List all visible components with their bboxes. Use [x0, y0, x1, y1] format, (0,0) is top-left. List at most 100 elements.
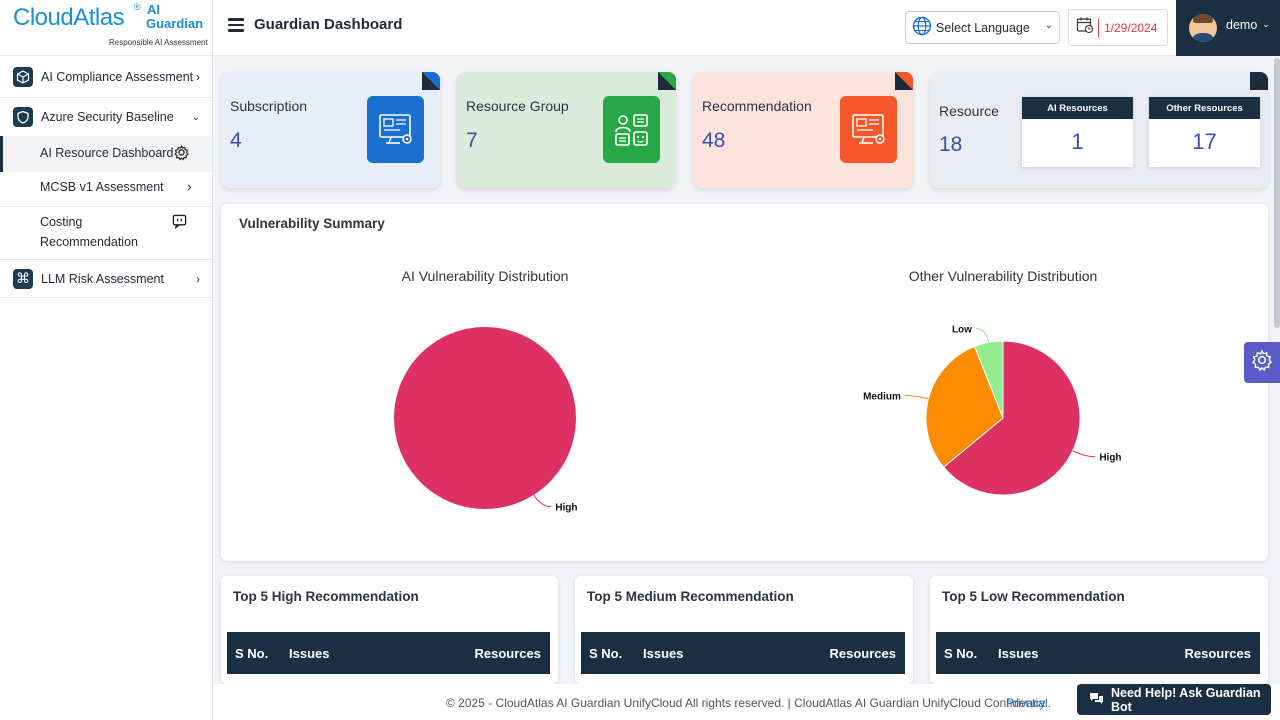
vulnerability-pie-charts: High High Medium Low: [394, 325, 1122, 514]
scrollbar[interactable]: [1274, 58, 1280, 328]
table-header: S No. Issues Resources: [227, 632, 550, 674]
panel-title: Top 5 Low Recommendation: [942, 589, 1125, 604]
vulnerability-summary-panel: Vulnerability Summary AI Vulnerability D…: [221, 204, 1268, 561]
brand-registered-mark: ®: [134, 2, 141, 12]
resource-card[interactable]: Resource 18 AI Resources 1 Other Resourc…: [930, 72, 1268, 188]
other-resources-value: 17: [1192, 129, 1217, 154]
ai-resources-label: AI Resources: [1022, 97, 1133, 119]
card-corner: [895, 72, 913, 90]
help-bot-label: Need Help! Ask Guardian Bot: [1111, 685, 1261, 714]
sidebar-item-llm-risk[interactable]: ⌘ LLM Risk Assessment ›: [0, 260, 212, 298]
sidebar-item-label: LLM Risk Assessment: [41, 271, 164, 286]
card-value: 48: [702, 129, 726, 152]
pie-label-high: High: [555, 503, 577, 514]
other-resources-box[interactable]: Other Resources 17: [1149, 97, 1260, 167]
brand-tagline: Responsible AI Assessment: [109, 38, 208, 47]
date-divider: [1098, 18, 1099, 37]
chart-title: AI Vulnerability Distribution: [401, 268, 569, 284]
user-menu[interactable]: demo ⌄: [1176, 0, 1280, 56]
pie-label-low: Low: [952, 325, 972, 336]
high-recommendation-panel: Top 5 High Recommendation S No. Issues R…: [221, 576, 558, 684]
gear-icon: [173, 144, 190, 164]
sidebar-item-label: AI Resource Dashboard: [40, 146, 174, 160]
privacy-link[interactable]: Privacy: [1006, 696, 1046, 710]
card-title: Resource Group: [466, 98, 569, 114]
chat-bubbles-icon: [1089, 692, 1104, 708]
card-corner: [422, 72, 440, 90]
calendar-icon: [1076, 16, 1094, 39]
sidebar-item-label-line2: Recommendation: [40, 235, 138, 249]
shield-icon: [13, 107, 33, 127]
user-name: demo: [1226, 18, 1258, 32]
menu-toggle-icon[interactable]: [228, 18, 244, 32]
card-value: 7: [466, 129, 478, 152]
chat-icon: [172, 214, 187, 232]
column-header-resources: Resources: [829, 646, 896, 661]
ai-resources-value: 1: [1071, 129, 1084, 154]
sidebar-item-costing[interactable]: Costing Recommendation: [0, 207, 212, 260]
card-value: 4: [230, 129, 242, 152]
monitor-code-icon: [367, 96, 424, 163]
pie-label-leader: [904, 394, 929, 400]
group-chat-icon: [603, 96, 660, 163]
date-picker[interactable]: 1/29/2024: [1068, 9, 1168, 46]
brand-product: AI Guardian: [146, 2, 204, 31]
pie-label-high: High: [1099, 453, 1121, 464]
sidebar-item-ai-resource-dashboard[interactable]: AI Resource Dashboard: [0, 136, 212, 172]
language-select[interactable]: Select Language ⌄: [905, 11, 1060, 44]
globe-icon: [912, 16, 932, 39]
low-recommendation-panel: Top 5 Low Recommendation S No. Issues Re…: [930, 576, 1268, 684]
pie-slice-high[interactable]: [942, 340, 1081, 496]
sidebar-item-mcsb[interactable]: MCSB v1 Assessment ›: [0, 172, 212, 207]
pie-label-leader: [975, 328, 990, 343]
column-header-issues: Issues: [643, 646, 684, 661]
column-header-issues: Issues: [289, 646, 330, 661]
ai-resources-box[interactable]: AI Resources 1: [1022, 97, 1133, 167]
chevron-down-icon: ⌄: [1044, 20, 1053, 31]
column-header-sno: S No.: [589, 646, 623, 661]
settings-side-button[interactable]: [1244, 342, 1280, 383]
sidebar-item-label: AI Compliance Assessment: [41, 70, 194, 84]
card-title: Recommendation: [702, 98, 812, 114]
pie-label-leader: [1072, 450, 1096, 458]
subscription-card[interactable]: Subscription 4: [221, 72, 440, 188]
sidebar-item-azure-security[interactable]: Azure Security Baseline ⌄: [0, 98, 212, 136]
chevron-right-icon: ›: [196, 70, 200, 84]
pie-label-medium: Medium: [863, 391, 901, 402]
other-resources-label: Other Resources: [1149, 97, 1260, 119]
language-select-value: Select Language: [936, 20, 1030, 35]
command-icon: ⌘: [13, 268, 33, 289]
column-header-resources: Resources: [1184, 646, 1251, 661]
chevron-right-icon: ›: [187, 178, 192, 194]
pie-label-leader: [533, 494, 552, 508]
column-header-issues: Issues: [998, 646, 1039, 661]
column-header-sno: S No.: [944, 646, 978, 661]
date-value: 1/29/2024: [1104, 20, 1158, 35]
avatar: [1189, 14, 1217, 42]
pie-slice-high[interactable]: [394, 327, 576, 509]
card-corner: [1250, 72, 1268, 90]
panel-title: Vulnerability Summary: [239, 216, 385, 231]
help-bot-button[interactable]: Need Help! Ask Guardian Bot: [1077, 684, 1271, 715]
footer-copyright: © 2025 - CloudAtlas AI Guardian UnifyClo…: [446, 696, 1051, 710]
panel-title: Top 5 High Recommendation: [233, 589, 419, 604]
page-title: Guardian Dashboard: [254, 16, 403, 33]
card-title: Resource: [939, 103, 999, 119]
brand-logo[interactable]: CloudAtlas ® AI Guardian Responsible AI …: [0, 0, 212, 56]
card-value: 18: [939, 133, 963, 156]
sidebar: CloudAtlas ® AI Guardian Responsible AI …: [0, 0, 213, 720]
resource-group-card[interactable]: Resource Group 7: [457, 72, 676, 188]
sidebar-item-label: Azure Security Baseline: [41, 110, 174, 124]
chart-title: Other Vulnerability Distribution: [908, 268, 1098, 284]
card-title: Subscription: [230, 98, 308, 114]
column-header-resources: Resources: [474, 646, 541, 661]
chevron-down-icon: ⌄: [191, 111, 200, 123]
chevron-down-icon: ⌄: [1262, 18, 1270, 29]
recommendation-card[interactable]: Recommendation 48: [693, 72, 913, 188]
cube-icon: [13, 67, 33, 87]
column-header-sno: S No.: [235, 646, 269, 661]
chevron-right-icon: ›: [196, 271, 200, 286]
sidebar-item-ai-compliance[interactable]: AI Compliance Assessment ›: [0, 57, 212, 98]
sidebar-item-label: Costing: [40, 215, 83, 229]
top-bar: Guardian Dashboard Select Language ⌄ 1/2…: [213, 0, 1280, 56]
